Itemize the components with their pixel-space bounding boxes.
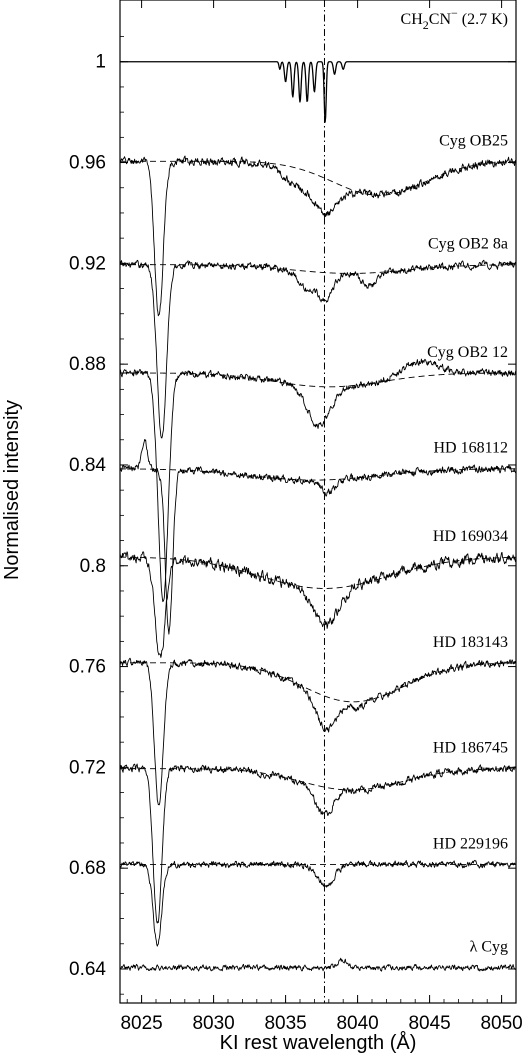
spectrum-line xyxy=(119,551,517,658)
continuum-fit-line xyxy=(119,468,516,481)
spectrum-line xyxy=(119,259,517,439)
spectrum-line xyxy=(119,61,516,123)
series-label: HD 186745 xyxy=(433,740,508,757)
continuum-fit-line xyxy=(120,264,516,274)
y-axis-ticks: 0.64 0.68 0.72 0.76 0.8 0.84 0.88 0.92 0.96 1 xyxy=(69,36,516,995)
series-label: HD 168112 xyxy=(433,440,508,457)
series-label: Cyg OB25 xyxy=(439,132,508,149)
spectra-curves xyxy=(119,0,517,1003)
y-tick-label: 0.88 xyxy=(69,354,106,375)
spectrum-line xyxy=(119,859,516,947)
y-tick-label: 0.72 xyxy=(69,757,106,778)
series-label: λ Cyg xyxy=(470,939,508,956)
y-axis-title: Normalised intensity xyxy=(1,400,23,580)
spectrum-line xyxy=(119,358,517,603)
continuum-fit-line xyxy=(120,662,516,703)
continuum-fit-line xyxy=(120,372,516,388)
series-label: HD 169034 xyxy=(433,528,508,545)
spectrum-line xyxy=(119,155,517,317)
series-label: CH2CN− (2.7 K) xyxy=(401,6,508,32)
series-label: HD 183143 xyxy=(433,634,508,651)
y-tick-label: 0.84 xyxy=(69,455,106,476)
y-tick-label: 1 xyxy=(95,52,106,73)
y-tick-label: 0.96 xyxy=(69,153,106,174)
series-labels: CH2CN− (2.7 K) Cyg OB25 Cyg OB2 8a Cyg OB2 … xyxy=(401,6,508,956)
spectrum-line xyxy=(119,763,517,924)
spectrum-line xyxy=(119,957,517,972)
spectrum-line xyxy=(119,657,517,806)
spectrum-line xyxy=(119,438,517,635)
y-tick-label: 0.76 xyxy=(69,657,106,678)
y-tick-label: 0.8 xyxy=(80,556,106,577)
plot-frame xyxy=(119,0,517,1004)
y-tick-label: 0.68 xyxy=(69,858,106,879)
y-tick-label: 0.64 xyxy=(69,959,106,980)
y-tick-label: 0.92 xyxy=(69,253,106,274)
x-tick-label: 8045 xyxy=(408,1013,450,1034)
continuum-fit-line xyxy=(120,556,516,589)
x-axis-ticks: 8025 8030 8035 8040 8045 8050 xyxy=(120,0,523,1034)
x-tick-label: 8040 xyxy=(336,1013,378,1034)
x-tick-label: 8025 xyxy=(120,1013,162,1034)
series-label: Cyg OB2 8a xyxy=(428,236,508,253)
x-tick-label: 8050 xyxy=(480,1013,522,1034)
x-axis-title: KI rest wavelength (Å) xyxy=(220,1031,417,1054)
series-label: Cyg OB2 12 xyxy=(427,344,508,361)
x-tick-label: 8030 xyxy=(192,1013,234,1034)
x-tick-label: 8035 xyxy=(264,1013,306,1034)
series-label: HD 229196 xyxy=(433,835,508,852)
continuum-fit-line xyxy=(120,160,516,196)
